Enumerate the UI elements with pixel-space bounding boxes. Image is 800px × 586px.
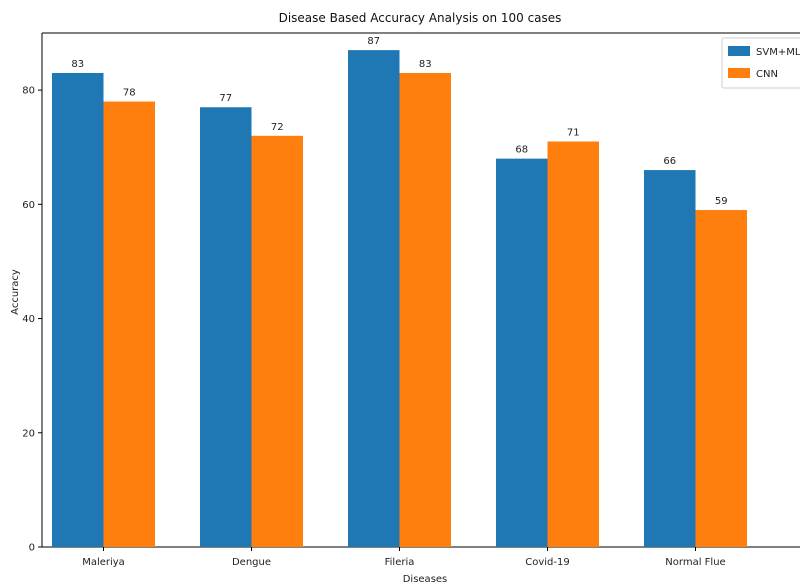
bar <box>103 101 155 548</box>
x-tick-label: Dengue <box>232 557 271 568</box>
data-label: 78 <box>123 88 136 99</box>
legend-swatch <box>728 68 750 78</box>
x-tick-label: Normal Flue <box>665 557 725 568</box>
legend-label: CNN <box>756 69 778 80</box>
bar <box>644 170 696 548</box>
x-tick-label: Covid-19 <box>525 557 569 568</box>
data-label: 83 <box>71 59 84 70</box>
x-tick-label: Fileria <box>385 557 415 568</box>
x-tick-label: Maleriya <box>82 557 125 568</box>
bar <box>695 210 747 548</box>
bar <box>496 158 548 547</box>
data-label: 66 <box>663 156 676 167</box>
data-label: 59 <box>715 196 728 207</box>
chart-title: Disease Based Accuracy Analysis on 100 c… <box>279 11 562 25</box>
legend-label: SVM+ML/R <box>756 47 800 58</box>
y-tick-label: 0 <box>29 543 35 554</box>
data-label: 72 <box>271 122 284 133</box>
bar <box>52 72 104 547</box>
bar <box>348 50 400 548</box>
y-axis-label: Accuracy <box>10 269 21 315</box>
plot-area: 0 20 40 60 80 83 78 Maleriya 77 72 Dengue 87 83 Filer… <box>22 32 800 568</box>
data-label: 77 <box>219 93 232 104</box>
y-tick-label: 40 <box>22 314 35 325</box>
data-label: 83 <box>419 59 432 70</box>
y-tick-label: 80 <box>22 86 35 97</box>
bar <box>547 141 599 547</box>
x-axis-label: Diseases <box>403 574 448 585</box>
data-label: 71 <box>567 128 580 139</box>
data-label: 68 <box>515 145 528 156</box>
y-tick-label: 20 <box>22 428 35 439</box>
data-label: 87 <box>367 36 380 47</box>
legend-box <box>721 37 800 89</box>
bar <box>399 72 451 547</box>
bar <box>200 107 252 547</box>
legend-swatch <box>728 46 750 56</box>
bar <box>251 135 303 548</box>
y-tick-label: 60 <box>22 200 35 211</box>
